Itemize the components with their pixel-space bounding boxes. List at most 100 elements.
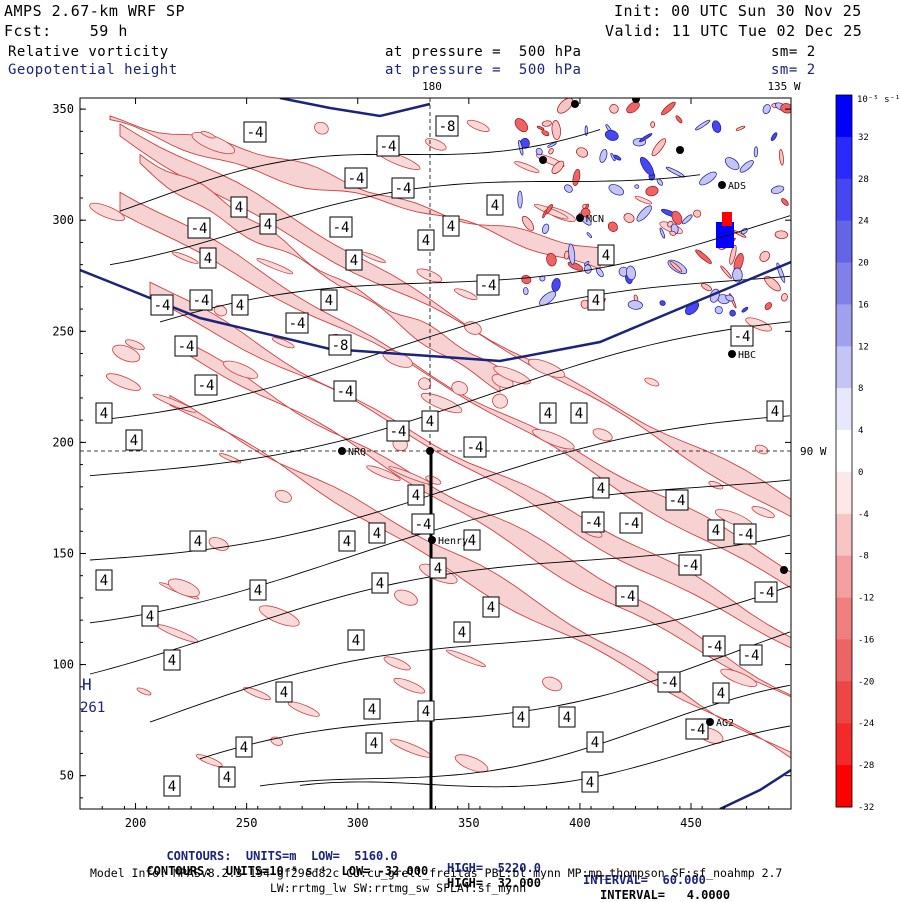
- colorbar-tick-label: -12: [858, 594, 874, 604]
- colorbar-segment: [836, 765, 852, 808]
- contour-label: -4: [194, 374, 218, 396]
- svg-text:4: 4: [204, 251, 212, 267]
- colorbar-tick-label: -24: [858, 719, 874, 729]
- forecast-hour: Fcst: 59 h: [4, 22, 128, 40]
- positive-vorticity-cell: [681, 214, 693, 225]
- lat-90w-label: 90 W: [800, 445, 827, 458]
- contour-label: 4: [218, 766, 236, 788]
- svg-text:4: 4: [343, 534, 351, 550]
- svg-text:-4: -4: [737, 527, 754, 543]
- svg-text:4: 4: [458, 625, 466, 641]
- contour-label: -4: [391, 177, 415, 199]
- positive-vorticity-cell: [584, 264, 592, 274]
- colorbar-segment: [836, 388, 852, 431]
- positive-vorticity-contour: [99, 275, 791, 421]
- svg-text:-8: -8: [439, 119, 456, 135]
- y-tick-label: 150: [52, 546, 74, 560]
- negative-vorticity-cell: [546, 252, 557, 267]
- height-contour: [279, 98, 431, 118]
- svg-text:4: 4: [602, 248, 610, 264]
- field1-smoothing: sm= 2: [771, 44, 816, 60]
- svg-text:-4: -4: [619, 589, 636, 605]
- contour-label: -4: [730, 325, 754, 347]
- svg-text:-4: -4: [193, 293, 210, 309]
- svg-text:4: 4: [240, 740, 248, 756]
- positive-vorticity-cell: [636, 205, 652, 222]
- negative-vorticity-cell: [781, 198, 789, 206]
- negative-vorticity-cell: [564, 250, 570, 260]
- colorbar-tick-label: 0: [858, 468, 863, 478]
- contour-label: 4: [442, 215, 460, 237]
- field1-name: Relative vorticity: [8, 44, 169, 60]
- negative-vorticity-cell: [759, 250, 770, 262]
- height-low-letter: H: [82, 675, 92, 694]
- contour-label: 4: [766, 400, 784, 422]
- negative-vorticity-cell: [223, 360, 259, 379]
- positive-vorticity-cell: [729, 309, 736, 317]
- contour-label: -4: [665, 489, 689, 511]
- svg-text:NRQ: NRQ: [348, 447, 366, 458]
- negative-vorticity-cell: [492, 393, 508, 409]
- contour-label: -4: [329, 216, 353, 238]
- negative-vorticity-cell: [213, 305, 228, 317]
- svg-text:4: 4: [168, 653, 176, 669]
- negative-vorticity-cell: [191, 131, 236, 155]
- svg-text:HBC: HBC: [738, 350, 756, 361]
- negative-vorticity-cell: [466, 119, 490, 132]
- station-dot: [632, 98, 640, 103]
- contour-label: 4: [371, 572, 389, 594]
- negative-vorticity-cell: [514, 118, 529, 133]
- negative-vorticity-cell: [634, 195, 653, 205]
- strong-negative-vorticity: [722, 212, 732, 226]
- contour-label: 4: [125, 429, 143, 451]
- height-low-value: 261: [80, 700, 105, 716]
- positive-vorticity-cell: [604, 129, 619, 141]
- colorbar-frame: [835, 94, 853, 808]
- lon-135w-label: 135 W: [767, 80, 800, 93]
- colorbar-segment: [836, 346, 852, 389]
- negative-vorticity-cell: [645, 185, 659, 197]
- contour-label: 4: [570, 402, 588, 424]
- colorbar-segment: [836, 513, 852, 557]
- colorbar-segment: [836, 639, 852, 682]
- negative-vorticity-cell: [669, 261, 683, 273]
- station-marker: NRQ: [338, 447, 366, 458]
- negative-vorticity-cell: [609, 104, 619, 114]
- negative-vorticity-cell: [580, 207, 591, 218]
- colorbar-tick-label: -20: [858, 677, 874, 687]
- reference-lines: [80, 98, 791, 809]
- negative-vorticity-cell: [514, 161, 540, 173]
- negative-vorticity-cell: [200, 130, 216, 139]
- contour-label: 4: [463, 529, 481, 551]
- colorbar-tick-label: 12: [858, 342, 869, 352]
- negative-vorticity-cell: [89, 202, 125, 222]
- contour-label: 4: [453, 621, 471, 643]
- svg-text:4: 4: [412, 488, 420, 504]
- contour-label: 4: [512, 706, 530, 728]
- negative-vorticity-cell: [669, 230, 677, 236]
- contour-label: -8: [435, 115, 459, 137]
- contour-label: -4: [333, 380, 357, 402]
- negative-vorticity-cell: [695, 249, 712, 264]
- svg-text:4: 4: [426, 414, 434, 430]
- negative-vorticity-cell: [425, 138, 447, 151]
- positive-vorticity-cell: [639, 133, 653, 143]
- contour-label: 4: [429, 557, 447, 579]
- negative-vorticity-cell: [751, 506, 775, 519]
- positive-vorticity-cell: [639, 156, 654, 176]
- positive-vorticity-contour: [119, 129, 601, 212]
- svg-text:4: 4: [325, 293, 333, 309]
- positive-vorticity-contour: [89, 321, 791, 477]
- field2-smoothing: sm= 2: [771, 62, 816, 78]
- svg-text:4: 4: [146, 609, 154, 625]
- negative-vorticity-cell: [644, 377, 660, 387]
- contour-label: -4: [411, 513, 435, 535]
- positive-vorticity-cell: [659, 227, 666, 239]
- contour-label: 4: [95, 569, 113, 591]
- field2-name: Geopotential height: [8, 62, 178, 78]
- contour-label: 4: [249, 579, 267, 601]
- negative-vorticity-cell: [136, 687, 152, 696]
- colorbar-tick-label: 8: [858, 384, 863, 394]
- contour-label: -8: [328, 334, 352, 356]
- negative-vorticity-cell: [394, 589, 418, 606]
